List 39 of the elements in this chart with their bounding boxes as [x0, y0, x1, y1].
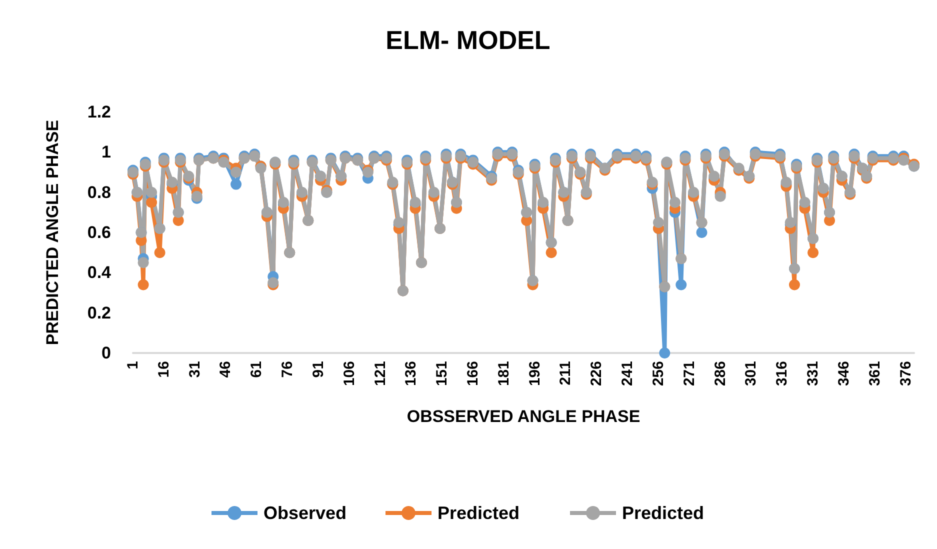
x-tick-label: 61 [248, 361, 266, 378]
x-tick-label: 301 [742, 361, 760, 386]
x-tick-label: 316 [774, 361, 791, 386]
x-tick-label: 196 [526, 361, 544, 386]
x-tick-label: 46 [217, 361, 234, 378]
y-tick-label: 0.6 [87, 223, 111, 242]
x-tick-label: 286 [712, 361, 729, 386]
legend-label: Predicted [438, 503, 520, 523]
legend-label: Observed [264, 503, 347, 523]
x-tick-label: 241 [619, 361, 636, 386]
x-tick-label: 256 [650, 361, 667, 386]
x-tick-label: 1 [124, 361, 142, 370]
x-tick-label: 136 [402, 361, 420, 386]
y-tick-label: 1 [102, 142, 111, 162]
x-tick-label: 211 [557, 361, 574, 386]
chart-title: ELM- MODEL [386, 25, 550, 55]
x-axis-title: OBSSERVED ANGLE PHASE [406, 407, 640, 426]
legend-label: Predicted [622, 503, 704, 523]
x-tick-label: 376 [897, 361, 914, 386]
y-tick-label: 0 [102, 344, 111, 362]
x-tick-label: 331 [804, 361, 822, 386]
x-tick-label: 181 [495, 361, 512, 386]
x-tick-label: 91 [310, 361, 327, 378]
x-tick-label: 16 [155, 361, 172, 378]
x-tick-label: 76 [279, 361, 296, 378]
x-tick-label: 346 [835, 361, 852, 386]
x-tick-label: 361 [866, 361, 884, 386]
y-axis-title: PREDICTED ANGLE PHASE [43, 120, 62, 346]
x-tick-label: 121 [372, 361, 389, 386]
x-tick-label: 31 [186, 361, 204, 378]
y-tick-label: 0.8 [87, 182, 111, 202]
y-tick-label: 0.4 [87, 263, 112, 282]
y-tick-label: 0.2 [87, 303, 111, 322]
x-tick-label: 166 [464, 361, 482, 386]
x-tick-label: 106 [340, 361, 358, 386]
x-tick-label: 271 [680, 361, 698, 386]
x-tick-label: 151 [434, 361, 451, 386]
x-tick-label: 226 [588, 361, 606, 386]
y-tick-label: 1.2 [87, 102, 111, 122]
